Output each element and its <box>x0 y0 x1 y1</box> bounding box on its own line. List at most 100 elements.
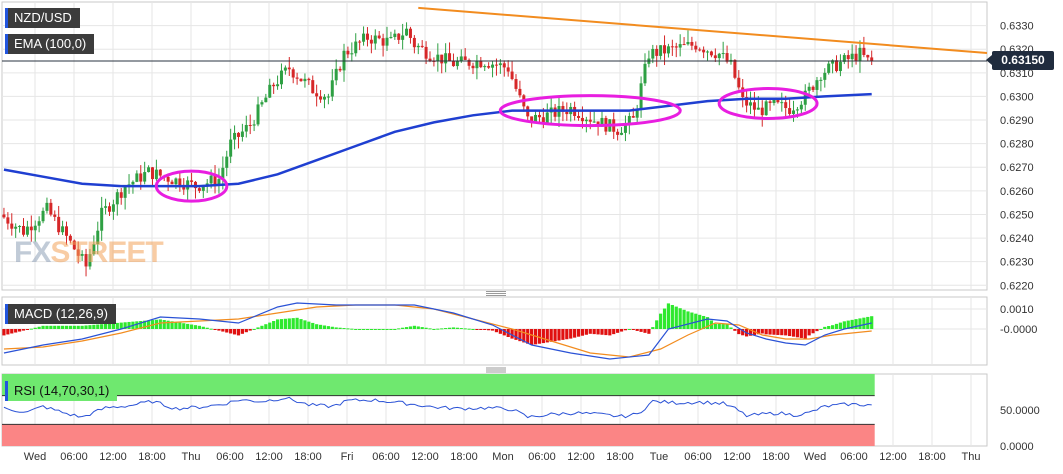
candle-body <box>49 202 53 215</box>
candle-body <box>674 46 678 48</box>
macd-histogram-bar <box>358 329 362 330</box>
candlestick <box>143 161 147 185</box>
candle-body <box>494 64 498 66</box>
candle-body <box>264 97 268 103</box>
macd-tick-label: -0.0000 <box>1000 324 1037 336</box>
rsi-oversold-zone <box>2 424 875 446</box>
macd-histogram-bar <box>244 329 248 333</box>
candle-body <box>623 123 627 133</box>
candlestick <box>45 197 49 214</box>
candle-body <box>244 124 248 132</box>
candlestick <box>799 101 803 115</box>
candle-body <box>33 225 37 231</box>
candlestick <box>389 31 393 39</box>
candle-body <box>592 121 596 123</box>
candle-body <box>651 48 655 59</box>
candlestick <box>792 100 796 122</box>
macd-histogram-bar <box>369 329 373 330</box>
candlestick <box>373 29 377 50</box>
candle-body <box>139 173 143 182</box>
macd-histogram-bar <box>537 329 542 344</box>
candle-body <box>385 37 389 46</box>
candlestick <box>49 198 53 217</box>
candle-body <box>502 63 506 68</box>
macd-histogram-bar <box>596 329 600 335</box>
macd-histogram-bar <box>119 322 123 329</box>
candle-body <box>514 79 518 89</box>
macd-histogram-bar <box>17 329 22 332</box>
macd-histogram-bar <box>115 322 119 329</box>
candle-body <box>311 80 315 94</box>
candle-body <box>541 117 545 124</box>
candlestick <box>674 42 678 58</box>
candle-body <box>862 47 866 55</box>
macd-histogram-bar <box>268 322 272 329</box>
macd-histogram-bar <box>854 319 858 329</box>
candlestick <box>213 165 217 194</box>
x-tick-label: 12:00 <box>255 451 283 463</box>
candlestick <box>780 92 784 112</box>
candlestick <box>299 78 303 82</box>
candle-body <box>655 48 659 56</box>
rsi-indicator-label[interactable]: RSI (14,70,30,1) <box>5 381 118 401</box>
candlestick <box>80 250 84 262</box>
macd-histogram-bar <box>283 318 287 329</box>
macd-histogram-bar <box>127 321 131 329</box>
candle-body <box>866 54 870 58</box>
candle-body <box>92 244 96 255</box>
candle-body <box>639 83 643 109</box>
candle-body <box>643 63 647 84</box>
macd-histogram-bar <box>643 329 647 333</box>
candlestick <box>334 59 338 86</box>
candlestick <box>283 65 287 75</box>
macd-histogram-bar <box>143 320 147 329</box>
candlestick <box>119 187 123 205</box>
ema-indicator-label[interactable]: EMA (100,0) <box>5 34 95 54</box>
candle-body <box>741 87 745 98</box>
macd-histogram-bar <box>725 324 729 329</box>
macd-histogram-bar <box>690 312 694 329</box>
candlestick <box>698 47 702 52</box>
x-tick-label: 12:00 <box>723 451 751 463</box>
candle-body <box>10 223 14 229</box>
candlestick <box>475 54 479 80</box>
candle-body <box>72 240 76 250</box>
candle-body <box>561 106 565 112</box>
candlestick <box>620 127 624 136</box>
macd-histogram-bar <box>447 327 452 329</box>
candlestick <box>706 50 710 61</box>
candle-body <box>260 102 264 105</box>
candlestick <box>721 41 725 59</box>
candle-body <box>100 207 104 231</box>
candle-body <box>307 78 311 81</box>
price-tick-label: 0.6230 <box>1000 257 1034 269</box>
candle-body <box>25 226 29 235</box>
macd-histogram-bar <box>295 317 299 329</box>
symbol-label[interactable]: NZD/USD <box>5 8 80 28</box>
candle-body <box>377 35 381 39</box>
candlestick <box>154 159 158 181</box>
price-tick-label: 0.6270 <box>1000 162 1034 174</box>
macd-histogram-bar <box>811 329 815 334</box>
x-tick-label: 06:00 <box>216 451 244 463</box>
candle-body <box>440 54 444 64</box>
macd-indicator-label[interactable]: MACD (12,26,9) <box>5 304 116 324</box>
macd-histogram-bar <box>100 324 104 329</box>
candlestick <box>354 33 358 57</box>
macd-histogram-bar <box>162 320 166 329</box>
macd-histogram-bar <box>440 328 444 330</box>
candlestick <box>682 37 686 46</box>
candlestick <box>623 115 627 142</box>
candlestick <box>315 84 319 107</box>
macd-histogram-bar <box>330 326 334 329</box>
candle-body <box>276 84 280 87</box>
macd-histogram-bar <box>455 327 459 329</box>
candlestick <box>491 60 495 78</box>
candle-body <box>80 254 84 256</box>
x-tick-label: Fri <box>341 451 354 463</box>
candle-body <box>14 226 18 229</box>
candlestick <box>510 61 514 81</box>
macd-histogram-bar <box>232 329 237 335</box>
macd-histogram-bar <box>299 319 303 329</box>
